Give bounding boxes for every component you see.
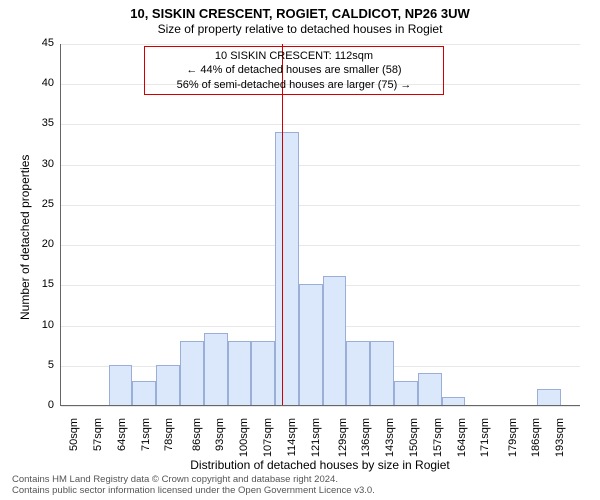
y-tick-label: 20	[30, 238, 54, 250]
x-tick-label: 129sqm	[337, 418, 349, 462]
property-marker-line	[282, 44, 283, 405]
histogram-bar	[370, 341, 394, 405]
y-tick-label: 25	[30, 198, 54, 210]
x-tick-label: 64sqm	[116, 418, 128, 462]
histogram-bar	[299, 284, 323, 405]
x-tick-label: 78sqm	[163, 418, 175, 462]
histogram-bar	[394, 381, 418, 405]
y-tick-label: 35	[30, 117, 54, 129]
y-tick-label: 30	[30, 158, 54, 170]
annotation-line-3: 56% of semi-detached houses are larger (…	[151, 78, 437, 92]
y-tick-label: 45	[30, 37, 54, 49]
x-tick-label: 71sqm	[140, 418, 152, 462]
x-tick-label: 171sqm	[479, 418, 491, 462]
x-tick-label: 50sqm	[68, 418, 80, 462]
gridline	[61, 406, 580, 407]
plot-area	[60, 44, 580, 406]
annotation-line-1: 10 SISKIN CRESCENT: 112sqm	[151, 49, 437, 63]
histogram-bar	[204, 333, 228, 405]
histogram-bar	[346, 341, 370, 405]
histogram-bar	[323, 276, 347, 405]
histogram-bar	[109, 365, 133, 405]
x-tick-label: 57sqm	[92, 418, 104, 462]
x-tick-label: 186sqm	[530, 418, 542, 462]
x-tick-label: 121sqm	[310, 418, 322, 462]
gridline	[61, 205, 580, 206]
histogram-bar	[180, 341, 204, 405]
gridline	[61, 124, 580, 125]
x-tick-label: 164sqm	[456, 418, 468, 462]
histogram-bar	[537, 389, 561, 405]
attribution-line-1: Contains HM Land Registry data © Crown c…	[12, 474, 588, 485]
x-tick-label: 143sqm	[384, 418, 396, 462]
x-tick-label: 100sqm	[238, 418, 250, 462]
x-tick-label: 150sqm	[408, 418, 420, 462]
y-tick-label: 10	[30, 319, 54, 331]
attribution: Contains HM Land Registry data © Crown c…	[12, 474, 588, 496]
x-tick-label: 179sqm	[507, 418, 519, 462]
property-annotation: 10 SISKIN CRESCENT: 112sqm ← 44% of deta…	[144, 46, 444, 95]
annotation-line-2: ← 44% of detached houses are smaller (58…	[151, 63, 437, 77]
histogram-bar	[132, 381, 156, 405]
histogram-bar	[442, 397, 466, 405]
x-tick-label: 93sqm	[214, 418, 226, 462]
histogram-bar	[418, 373, 442, 405]
histogram-bar	[228, 341, 252, 405]
y-tick-label: 0	[30, 399, 54, 411]
x-tick-label: 114sqm	[286, 418, 298, 462]
x-tick-label: 86sqm	[191, 418, 203, 462]
x-tick-label: 107sqm	[262, 418, 274, 462]
gridline	[61, 165, 580, 166]
attribution-line-2: Contains public sector information licen…	[12, 485, 588, 496]
gridline	[61, 245, 580, 246]
y-tick-label: 5	[30, 359, 54, 371]
x-tick-label: 193sqm	[554, 418, 566, 462]
gridline	[61, 44, 580, 45]
histogram-bar	[251, 341, 275, 405]
histogram-bar	[275, 132, 299, 406]
x-tick-label: 157sqm	[432, 418, 444, 462]
x-tick-label: 136sqm	[360, 418, 372, 462]
histogram-bar	[156, 365, 180, 405]
y-tick-label: 15	[30, 278, 54, 290]
y-tick-label: 40	[30, 77, 54, 89]
chart-container: 10, SISKIN CRESCENT, ROGIET, CALDICOT, N…	[0, 0, 600, 500]
